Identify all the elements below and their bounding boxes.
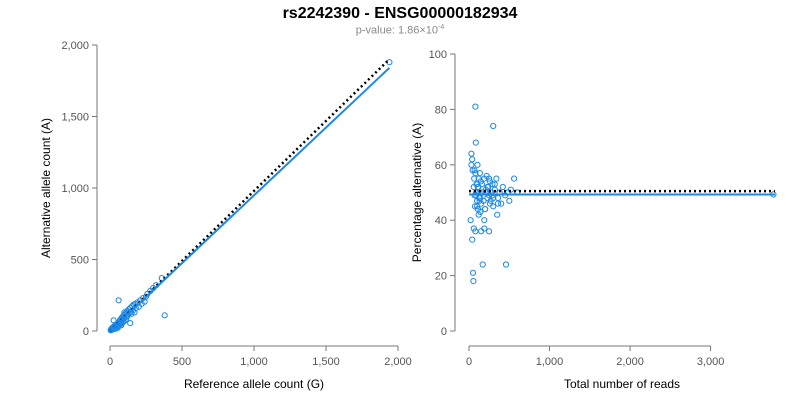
data-point [469, 236, 476, 243]
x-tick-label: 3,000 [697, 356, 725, 368]
data-point [489, 181, 496, 188]
data-point [498, 200, 505, 207]
data-point [472, 170, 479, 177]
x-tick-label: 1,500 [312, 356, 340, 368]
y-tick-label: 0 [83, 326, 89, 338]
x-axis-title: Total number of reads [564, 377, 680, 391]
data-point [486, 175, 493, 182]
data-point [476, 170, 483, 177]
y-tick-label: 1,000 [61, 183, 89, 195]
chart-title: rs2242390 - ENSG00000182934 [282, 5, 518, 22]
data-point [161, 312, 168, 319]
data-point [482, 206, 489, 213]
data-point [127, 320, 134, 327]
chart-subtitle: p-value: 1.86×10-4 [0, 24, 800, 37]
x-tick-label: 0 [107, 356, 113, 368]
data-point [471, 167, 478, 174]
y-tick-label: 500 [71, 255, 89, 267]
y-tick-label: 60 [435, 160, 447, 172]
x-tick-label: 1,000 [536, 356, 564, 368]
data-point [490, 122, 497, 130]
data-point [484, 183, 491, 191]
x-axis-title: Reference allele count (G) [184, 377, 324, 391]
data-point [486, 228, 493, 235]
data-point [472, 139, 479, 146]
data-point [472, 228, 479, 235]
data-point [468, 161, 475, 168]
subtitle-exponent: -4 [438, 24, 445, 31]
data-point [491, 181, 498, 188]
data-point [478, 228, 485, 235]
data-point [499, 183, 506, 191]
subtitle-prefix: p-value: 1.86×10 [355, 24, 439, 37]
y-tick-label: 40 [435, 215, 447, 227]
data-point [502, 261, 510, 268]
data-point [476, 197, 483, 204]
data-point [494, 200, 502, 207]
data-point [469, 269, 477, 276]
y-tick-label: 100 [429, 49, 447, 61]
x-tick-label: 500 [173, 356, 191, 368]
y-tick-label: 1,500 [61, 112, 89, 124]
data-point [142, 293, 150, 300]
data-point [121, 309, 128, 316]
data-point [479, 261, 486, 268]
data-point [115, 297, 122, 304]
plot-panel-1: 0 500 1,000 1,500 2,000 0 500 1,000 1,500 2,000 Re… [39, 40, 412, 391]
data-point [472, 103, 479, 110]
y-tick-label: 20 [435, 271, 447, 283]
x-tick-label: 1,000 [240, 356, 268, 368]
x-tick-label: 2,000 [384, 356, 412, 368]
data-point [468, 150, 475, 157]
y-tick-label: 0 [441, 326, 447, 338]
data-point [506, 197, 513, 204]
data-point [474, 161, 481, 168]
y-axis-title: Alternative allele count (A) [39, 118, 53, 258]
data-point [475, 211, 482, 218]
fit-line [109, 67, 391, 332]
data-point [486, 200, 493, 207]
data-point [110, 317, 117, 324]
y-axis-title: Percentage alternative (A) [410, 123, 424, 262]
data-point [467, 217, 474, 224]
data-point [469, 156, 476, 163]
data-point [481, 225, 488, 232]
data-point [470, 278, 477, 285]
y-tick-label: 2,000 [61, 40, 89, 52]
x-tick-label: 2,000 [616, 356, 644, 368]
data-point [510, 175, 518, 182]
data-point [471, 175, 478, 182]
y-tick-label: 80 [435, 104, 447, 116]
data-point [481, 217, 488, 224]
plot-panel-2: 0 20 40 60 80 100 0 1,000 2,000 3,000 Total number… [410, 49, 777, 391]
data-point [494, 211, 501, 218]
data-point [474, 183, 481, 191]
data-point [131, 309, 138, 316]
data-point [474, 181, 481, 188]
data-point [474, 203, 481, 210]
data-point [493, 175, 500, 182]
x-tick-label: 0 [466, 356, 472, 368]
